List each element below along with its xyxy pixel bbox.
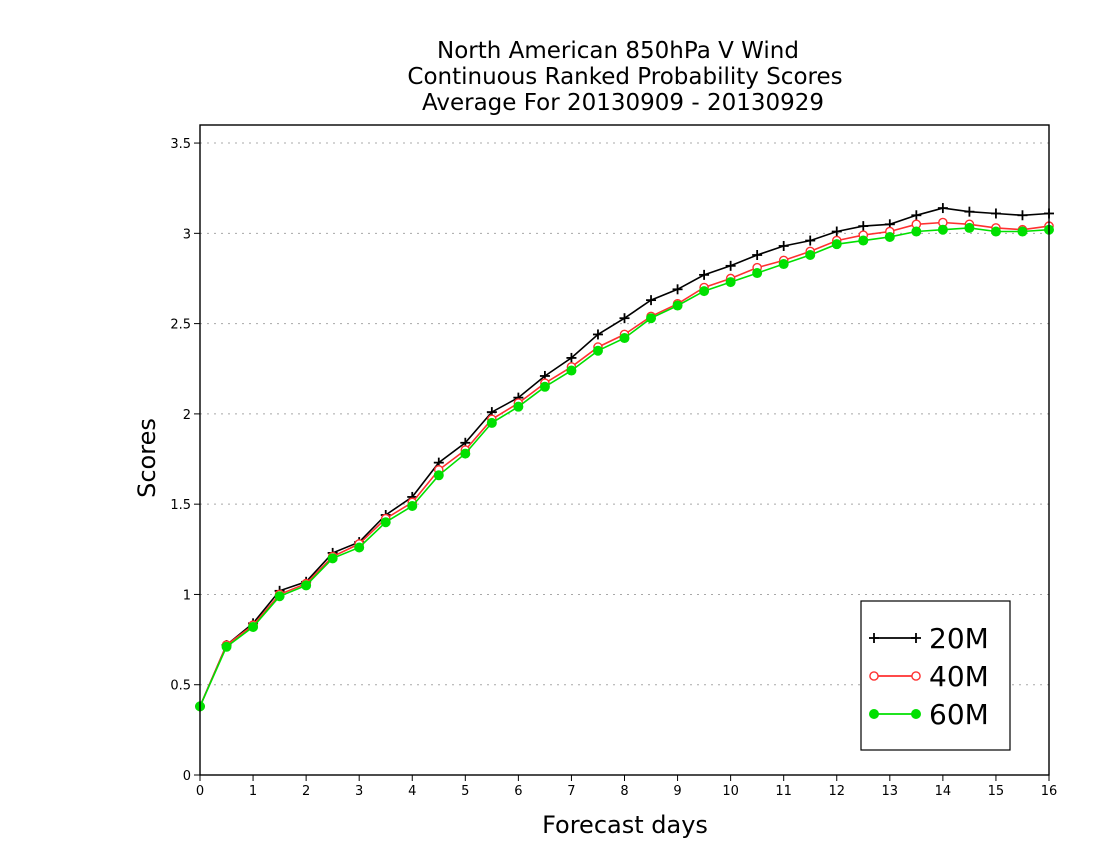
data-point-60m-14 xyxy=(566,365,577,376)
x-tick-label-3: 3 xyxy=(355,784,363,799)
legend-marker-right-40m xyxy=(911,671,921,681)
y-tick-label-0-5: 0.5 xyxy=(170,679,191,694)
data-point-60m-20 xyxy=(725,277,736,288)
data-point-60m-1 xyxy=(221,641,232,652)
data-point-60m-29 xyxy=(964,222,975,233)
data-point-60m-15 xyxy=(592,345,603,356)
data-point-60m-10 xyxy=(460,448,471,459)
legend: 20M 40M 60M xyxy=(860,600,1011,751)
legend-marker-right-20m xyxy=(911,633,921,643)
legend-marker-right-60m xyxy=(911,709,921,719)
data-point-60m-26 xyxy=(884,231,895,242)
data-point-20m-14 xyxy=(566,352,577,363)
data-point-60m-5 xyxy=(327,553,338,564)
data-point-60m-28 xyxy=(937,224,948,235)
data-point-20m-23 xyxy=(805,235,816,246)
data-point-60m-24 xyxy=(831,239,842,250)
legend-marker-left-60m xyxy=(869,709,879,719)
chart-title-line-1: North American 850hPa V Wind xyxy=(437,38,799,64)
data-point-60m-13 xyxy=(539,381,550,392)
y-tick-label-2-5: 2.5 xyxy=(170,318,191,333)
data-point-20m-27 xyxy=(911,210,922,221)
data-point-20m-31 xyxy=(1017,210,1028,221)
y-tick-label-0: 0 xyxy=(183,769,191,784)
data-point-20m-17 xyxy=(646,295,657,306)
data-point-20m-30 xyxy=(990,208,1001,219)
x-tick-label-11: 11 xyxy=(775,784,792,799)
data-point-20m-29 xyxy=(964,206,975,217)
data-point-60m-21 xyxy=(752,268,763,279)
data-point-60m-17 xyxy=(646,313,657,324)
data-point-60m-9 xyxy=(433,470,444,481)
data-point-20m-24 xyxy=(831,226,842,237)
x-tick-label-13: 13 xyxy=(882,784,899,799)
data-point-60m-23 xyxy=(805,250,816,260)
chart-title: North American 850hPa V Wind Continuous … xyxy=(407,38,842,116)
data-point-20m-28 xyxy=(937,203,948,214)
data-point-20m-19 xyxy=(699,269,710,280)
data-point-60m-25 xyxy=(858,235,869,246)
legend-label-20m: 20M xyxy=(929,622,989,655)
chart-title-line-3: Average For 20130909 - 20130929 xyxy=(422,90,824,116)
data-point-60m-3 xyxy=(274,591,285,602)
legend-item-60m: 60M xyxy=(869,698,989,731)
x-tick-label-2: 2 xyxy=(302,784,310,799)
legend-items: 20M 40M 60M xyxy=(869,622,989,731)
data-point-60m-31 xyxy=(1017,226,1028,237)
y-tick-label-3-5: 3.5 xyxy=(170,137,191,152)
x-tick-label-10: 10 xyxy=(722,784,739,799)
x-tick-label-16: 16 xyxy=(1041,784,1058,799)
data-point-60m-22 xyxy=(778,259,789,270)
data-point-60m-18 xyxy=(672,300,683,311)
x-tick-label-9: 9 xyxy=(673,784,681,799)
data-point-60m-30 xyxy=(990,226,1001,237)
data-point-20m-21 xyxy=(752,250,763,260)
y-tick-label-1-5: 1.5 xyxy=(170,498,191,513)
x-tick-label-7: 7 xyxy=(567,784,575,799)
x-tick-label-0: 0 xyxy=(196,784,204,799)
data-point-60m-11 xyxy=(486,417,497,428)
legend-marker-left-20m xyxy=(869,633,879,643)
data-point-20m-18 xyxy=(672,284,683,295)
chart-title-line-2: Continuous Ranked Probability Scores xyxy=(407,64,842,90)
data-point-60m-2 xyxy=(248,621,259,632)
x-tick-label-5: 5 xyxy=(461,784,469,799)
data-point-60m-6 xyxy=(354,542,365,553)
series-60m xyxy=(195,222,1054,712)
data-point-60m-7 xyxy=(380,517,391,528)
y-tick-label-1: 1 xyxy=(183,588,191,603)
x-axis-label: Forecast days xyxy=(542,811,708,839)
y-tick-label-3: 3 xyxy=(183,227,191,242)
data-point-60m-8 xyxy=(407,500,418,511)
data-point-20m-20 xyxy=(725,260,736,271)
legend-item-40m: 40M xyxy=(869,660,989,693)
tick-labels: 00.511.522.533.50 1 2 3 4 5 6 7 8 9 10 11 12 13 14 15 16 xyxy=(170,137,1057,799)
legend-item-20m: 20M xyxy=(869,622,989,655)
data-point-60m-27 xyxy=(911,226,922,237)
data-point-20m-25 xyxy=(858,221,869,232)
data-point-20m-15 xyxy=(592,329,603,340)
y-axis-label: Scores xyxy=(133,418,161,498)
data-point-60m-19 xyxy=(699,286,710,297)
data-point-60m-4 xyxy=(301,580,312,591)
x-tick-label-1: 1 xyxy=(249,784,257,799)
data-point-20m-22 xyxy=(778,240,789,251)
axis-ticks xyxy=(194,142,1050,781)
x-tick-label-14: 14 xyxy=(935,784,952,799)
x-tick-label-4: 4 xyxy=(408,784,416,799)
x-tick-label-8: 8 xyxy=(620,784,628,799)
plot-frame xyxy=(199,124,1050,776)
data-point-60m-12 xyxy=(513,401,524,412)
x-tick-label-15: 15 xyxy=(988,784,1005,799)
x-tick-label-12: 12 xyxy=(828,784,845,799)
y-tick-label-2: 2 xyxy=(183,408,191,423)
legend-marker-left-40m xyxy=(869,671,879,681)
legend-label-60m: 60M xyxy=(929,698,989,731)
data-point-20m-16 xyxy=(619,313,630,324)
legend-label-40m: 40M xyxy=(929,660,989,693)
data-point-60m-16 xyxy=(619,333,630,344)
x-tick-label-6: 6 xyxy=(514,784,522,799)
